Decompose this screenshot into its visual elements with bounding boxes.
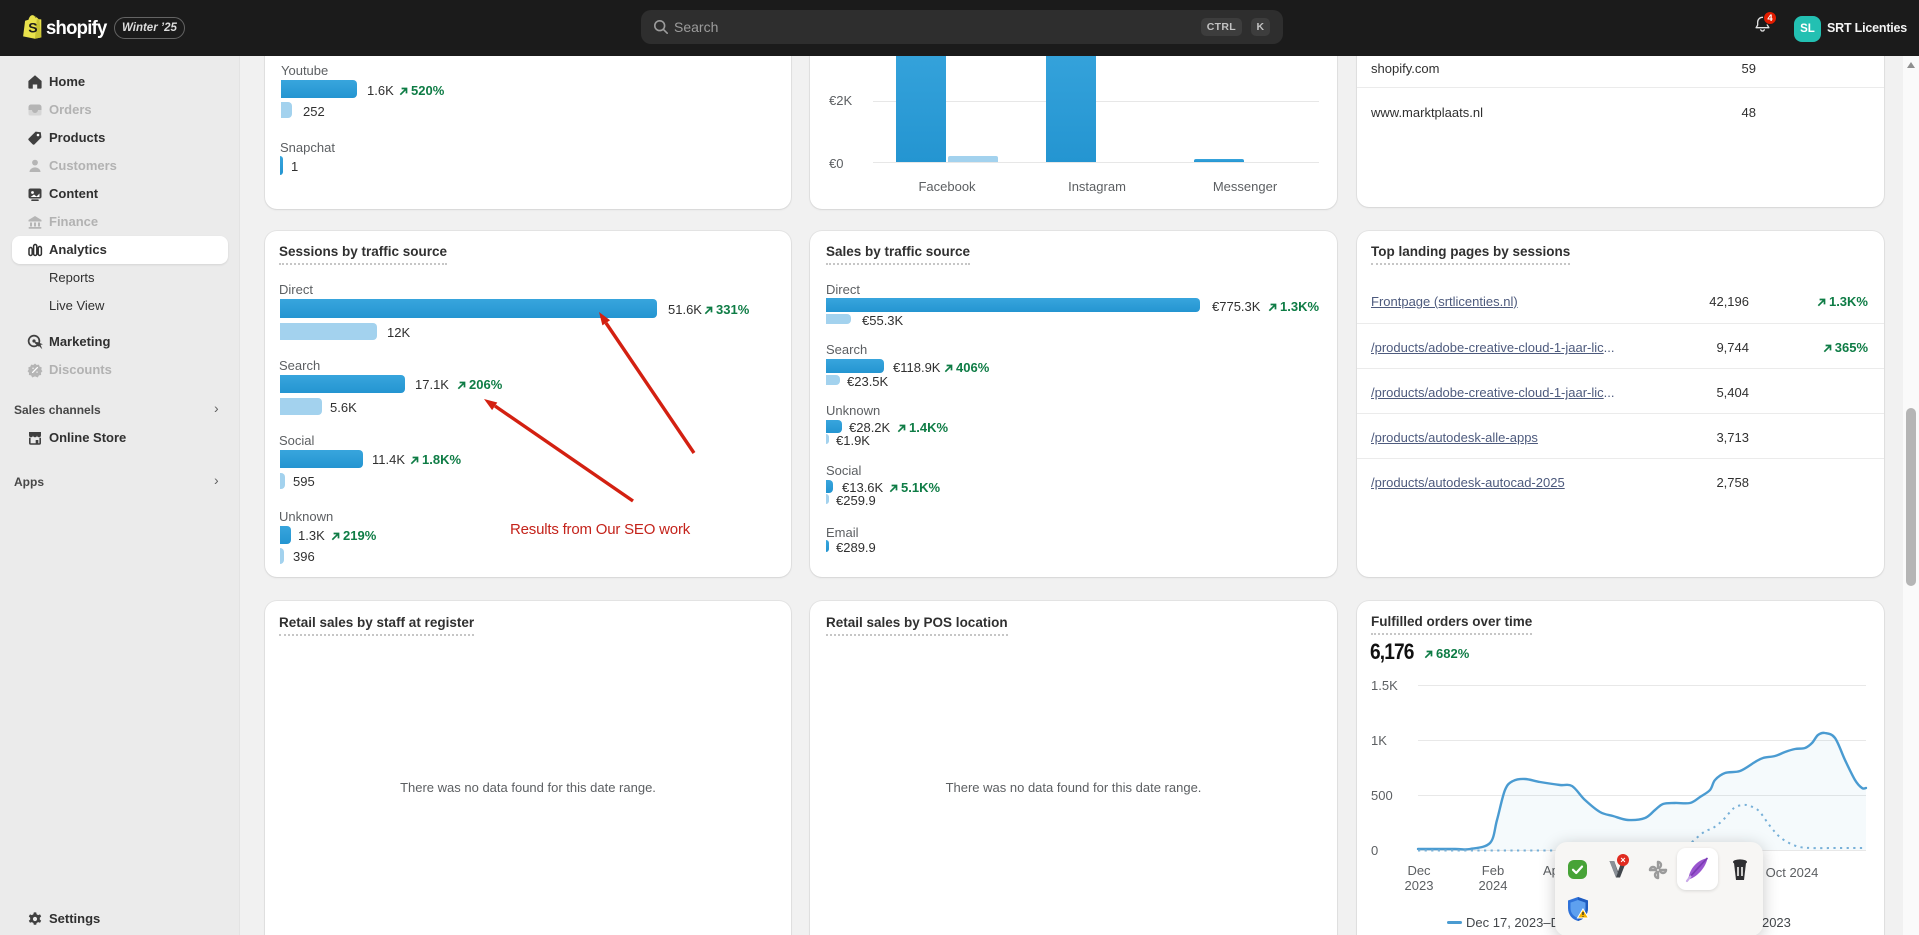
svg-text:S: S <box>28 20 37 36</box>
